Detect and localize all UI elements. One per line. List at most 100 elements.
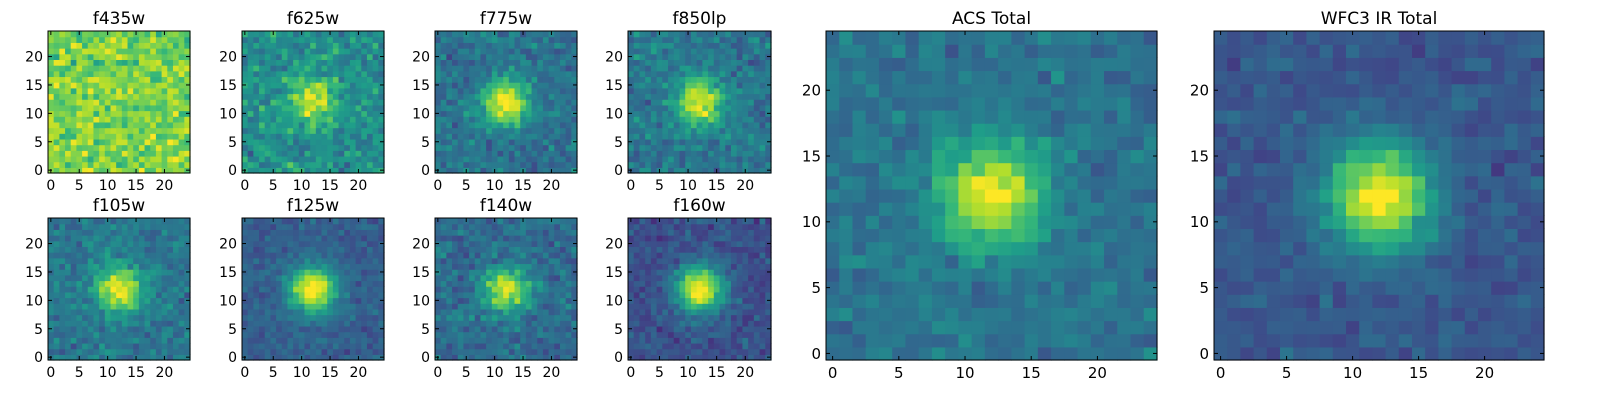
heatmap-cell: [127, 331, 134, 338]
heatmap-cell: [730, 99, 738, 106]
heatmap-cell: [435, 87, 442, 95]
heatmap-cell: [332, 320, 340, 327]
heatmap-cell: [469, 314, 476, 321]
heatmap-cell: [304, 246, 311, 253]
heatmap-cell: [304, 127, 311, 134]
heatmap-cell: [628, 99, 635, 106]
heatmap-cell: [327, 223, 334, 230]
heatmap-cell: [440, 116, 447, 123]
heatmap-cell: [70, 121, 77, 129]
heatmap-cell: [559, 167, 567, 174]
heatmap-cell: [457, 116, 464, 123]
heatmap-cell: [645, 337, 652, 344]
heatmap-cell: [497, 252, 504, 259]
heatmap-cell: [742, 110, 749, 117]
heatmap-cell: [719, 76, 726, 83]
panel-title: f625w: [287, 9, 339, 29]
heatmap-cell: [76, 155, 83, 163]
heatmap-cell: [172, 53, 180, 60]
heatmap-cell: [480, 42, 487, 49]
heatmap-cell: [446, 31, 453, 38]
heatmap-cell: [559, 257, 567, 265]
heatmap-cell: [696, 70, 703, 78]
heatmap-cell: [736, 331, 743, 338]
heatmap-cell: [349, 121, 357, 129]
heatmap-cell: [104, 59, 112, 66]
heatmap-cell: [645, 144, 652, 151]
heatmap-cell: [184, 116, 191, 123]
heatmap-cell: [121, 348, 129, 355]
heatmap-cell: [508, 286, 516, 293]
heatmap-cell: [247, 348, 254, 355]
heatmap-cell: [349, 116, 357, 123]
heatmap-cell: [639, 291, 646, 299]
heatmap-cell: [82, 127, 89, 134]
heatmap-cell: [133, 87, 140, 95]
heatmap-cell: [548, 342, 555, 350]
heatmap-cell: [76, 59, 83, 66]
heatmap-cell: [662, 76, 669, 83]
heatmap-cell: [150, 337, 157, 344]
heatmap-cell: [344, 104, 351, 112]
heatmap-cell: [184, 31, 191, 38]
heatmap-cell: [435, 246, 442, 253]
heatmap-cell: [525, 144, 533, 151]
heatmap-cell: [70, 93, 77, 100]
heatmap-cell: [662, 150, 669, 157]
heatmap-cell: [725, 104, 732, 112]
heatmap-cell: [264, 308, 271, 316]
heatmap-cells: [48, 218, 191, 361]
heatmap-cell: [725, 59, 732, 66]
heatmap-cell: [332, 104, 340, 112]
heatmap-cell: [725, 337, 732, 344]
heatmap-cell: [321, 297, 328, 304]
heatmap-cell: [480, 59, 487, 66]
heatmap-cell: [315, 82, 323, 89]
y-tick-label: 10: [25, 293, 43, 309]
heatmap-cell: [508, 303, 516, 310]
heatmap-cell: [491, 99, 499, 106]
heatmap-cell: [690, 87, 698, 95]
heatmap-cell: [520, 348, 527, 355]
heatmap-cell: [736, 308, 743, 316]
heatmap-cell: [167, 223, 174, 230]
heatmap-cell: [327, 48, 334, 55]
y-tick-label: 0: [421, 163, 430, 179]
heatmap-cell: [310, 229, 317, 236]
heatmap-cell: [685, 116, 692, 123]
heatmap-cell: [133, 291, 140, 299]
heatmap-cell: [668, 297, 675, 304]
heatmap-cell: [548, 246, 555, 253]
heatmap-cell: [259, 291, 266, 299]
heatmap-cell: [537, 53, 544, 60]
heatmap-cell: [378, 133, 385, 140]
heatmap-cell: [571, 31, 578, 38]
heatmap-cell: [668, 314, 675, 321]
heatmap-cell: [87, 229, 95, 236]
heatmap-cell: [270, 82, 277, 89]
heatmap-cell: [559, 354, 567, 361]
heatmap-cell: [48, 280, 55, 287]
heatmap-cell: [736, 286, 743, 293]
heatmap-cell: [656, 274, 663, 282]
heatmap-cell: [765, 76, 772, 83]
heatmap-cell: [645, 280, 652, 287]
heatmap-cell: [719, 155, 726, 163]
heatmap-cell: [276, 331, 283, 338]
heatmap-cell: [133, 36, 140, 43]
heatmap-cell: [276, 36, 283, 43]
heatmap-cell: [656, 303, 663, 310]
heatmap-cell: [321, 274, 328, 282]
heatmap-cell: [172, 348, 180, 355]
heatmap-cell: [310, 121, 317, 129]
heatmap-cell: [138, 133, 146, 140]
heatmap-cell: [673, 70, 681, 78]
heatmap-cell: [656, 127, 663, 134]
heatmap-cell: [452, 274, 459, 282]
panel-title: f850lp: [673, 9, 727, 29]
heatmap-cell: [480, 218, 487, 225]
heatmap-cell: [110, 325, 117, 333]
heatmap-cell: [304, 99, 311, 106]
heatmap-cell: [53, 87, 60, 95]
heatmap-cell: [531, 274, 538, 282]
